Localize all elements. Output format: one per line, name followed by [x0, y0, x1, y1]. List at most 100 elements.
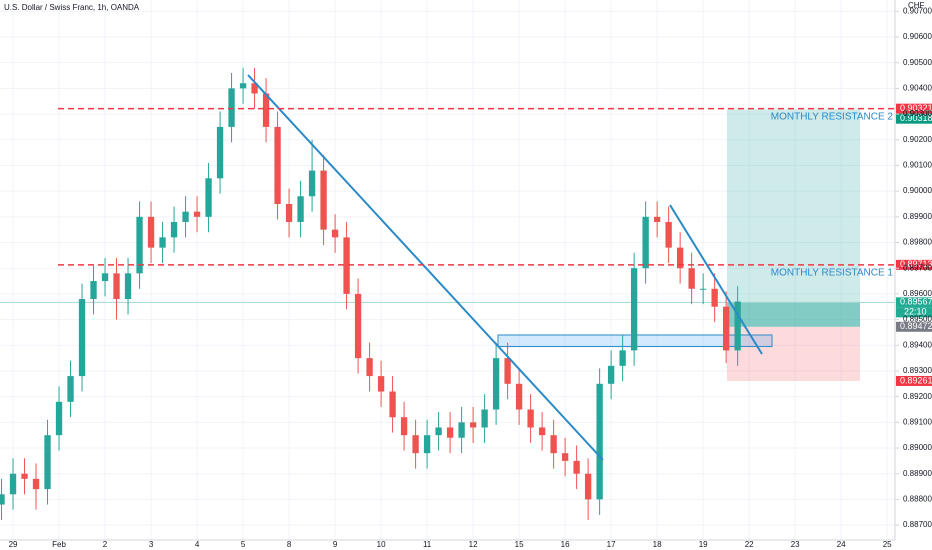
resistance-label: MONTHLY RESISTANCE 2: [771, 111, 894, 122]
candle-body: [722, 306, 730, 351]
candle-body: [435, 427, 442, 436]
candle-body: [573, 460, 580, 474]
candle-body: [343, 237, 350, 294]
price-tag-label: 0.89713: [900, 259, 932, 269]
candle-body: [550, 435, 557, 454]
candle-body: [653, 216, 661, 222]
countdown-label: 22:10: [904, 307, 927, 317]
y-tick-label: 0.89600: [903, 289, 932, 298]
y-tick-label: 0.90200: [903, 135, 932, 144]
candle-body: [676, 247, 684, 269]
candle-body: [688, 268, 695, 289]
candle-body: [55, 401, 63, 436]
trend-line: [669, 204, 763, 355]
candle-body: [251, 83, 258, 94]
plot-background: [0, 0, 895, 540]
x-tick-label: 16: [561, 540, 570, 549]
candles: [0, 67, 741, 520]
candle-body: [734, 301, 741, 351]
y-tick-label: 0.89300: [903, 366, 932, 375]
candle-body: [239, 83, 247, 89]
candle-body: [377, 376, 385, 392]
price-tag: [896, 259, 932, 270]
y-tick-label: 0.89400: [903, 340, 932, 349]
candle-body: [469, 422, 477, 428]
price-tag-label: 0.89567: [900, 297, 932, 307]
y-tick-label: 0.88900: [903, 469, 932, 478]
candle-body: [642, 216, 649, 269]
candle-body: [527, 409, 534, 428]
candle-body: [274, 126, 281, 204]
resistance-label: MONTHLY RESISTANCE 1: [771, 268, 894, 279]
price-tag-label: 0.89472: [900, 321, 932, 331]
candle-body: [136, 216, 143, 274]
price-tag: [896, 321, 932, 332]
x-tick-label: 10: [377, 540, 386, 549]
candle-body: [561, 453, 569, 461]
x-tick-label: 2: [103, 540, 108, 549]
x-tick-label: 11: [423, 540, 432, 549]
candle-body: [630, 268, 638, 351]
y-tick-label: 0.89000: [903, 443, 932, 452]
x-tick-label: 15: [515, 540, 524, 549]
price-tag: [896, 113, 932, 124]
candle-body: [412, 435, 419, 454]
candle-body: [446, 427, 454, 438]
candle-body: [32, 478, 40, 490]
y-tick-label: 0.90000: [903, 186, 932, 195]
candle-body: [400, 417, 408, 436]
y-tick-label: 0.90500: [903, 58, 932, 67]
currency: CHF: [908, 1, 925, 10]
y-tick-label: 0.89200: [903, 392, 932, 401]
x-tick-label: 29: [9, 540, 18, 549]
candle-body: [331, 229, 339, 238]
candle-body: [113, 273, 120, 300]
y-tick-label: 0.89700: [903, 263, 932, 272]
candle-body: [423, 435, 431, 454]
candle-body: [584, 473, 592, 500]
y-tick-label: 0.89800: [903, 238, 932, 247]
candle-body: [124, 273, 132, 300]
candle-body: [515, 383, 523, 410]
x-tick-label: 3: [149, 540, 154, 549]
y-tick-label: 0.88800: [903, 495, 932, 504]
y-tick-label: 0.90100: [903, 161, 932, 170]
x-tick-label: 24: [837, 540, 846, 549]
x-tick-label: 8: [287, 540, 292, 549]
x-tick-label: 22: [745, 540, 754, 549]
candle-body: [607, 365, 615, 384]
x-tick-label: 5: [241, 540, 246, 549]
y-tick-label: 0.88700: [903, 520, 932, 529]
candle-body: [711, 288, 718, 307]
candle-body: [320, 170, 327, 230]
candle-body: [596, 383, 603, 500]
x-tick-label: 19: [699, 540, 708, 549]
candle-body: [147, 216, 155, 248]
candle-body: [492, 358, 500, 410]
target-area: [727, 109, 860, 327]
overlays: MONTHLY RESISTANCE 2 MONTHLY RESISTANCE 1…: [58, 103, 932, 386]
candle-body: [389, 391, 396, 418]
price-tag: [896, 297, 932, 308]
candle-body: [67, 376, 74, 402]
candle-body: [297, 196, 304, 222]
y-tick-label: 0.90600: [903, 32, 932, 41]
y-tick-label: 0.89900: [903, 212, 932, 221]
y-tick-label: 0.89500: [903, 315, 932, 324]
candle-body: [159, 237, 166, 248]
candle-body: [504, 358, 511, 384]
candle-body: [481, 409, 488, 428]
y-tick-label: 0.90700: [903, 6, 932, 15]
x-tick-label: 4: [195, 540, 200, 549]
profit-area: [727, 302, 860, 327]
x-tick-label: 12: [469, 540, 478, 549]
candle-body: [21, 473, 28, 479]
stop-area: [727, 326, 860, 381]
x-tick-label: 18: [653, 540, 662, 549]
candle-body: [78, 299, 86, 377]
candle-body: [285, 203, 293, 222]
candle-body: [90, 281, 97, 300]
y-tick-label: 0.90400: [903, 83, 932, 92]
